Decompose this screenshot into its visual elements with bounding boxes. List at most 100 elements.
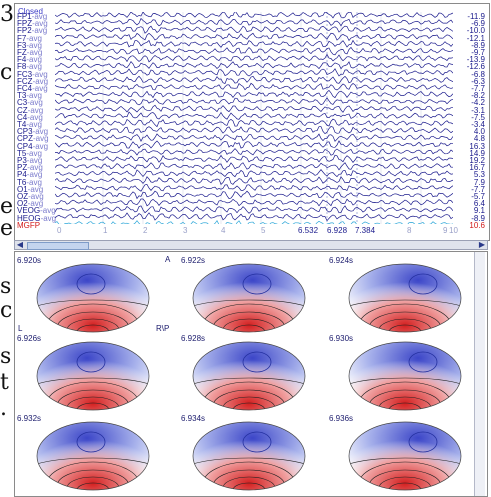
channel-label[interactable]: FP2-avg [17,27,47,35]
channel-name: PZ [17,163,28,173]
map-time-label: 6.928s [181,334,206,343]
channel-label[interactable]: F4-avg [17,56,42,64]
eeg-waveforms[interactable] [55,12,453,224]
time-marker[interactable]: 7.384 [355,226,376,235]
channel-name: CZ [17,105,28,115]
channel-label[interactable]: F3-avg [17,40,42,50]
channel-label[interactable]: CP4-avg [17,142,48,151]
channel-reference: -avg [27,105,44,115]
channel-name: FCZ [17,76,33,86]
channel-label[interactable]: FZ-avg [17,49,42,57]
channel-label[interactable]: P4-avg [17,171,42,179]
channel-reference: -avg [32,69,48,79]
channel-label[interactable]: T4-avg [17,121,42,129]
scalp-topomap[interactable] [33,340,153,412]
channel-label[interactable]: OZ-avg [17,193,44,201]
channel-trace [55,125,453,135]
scalp-topomap[interactable] [345,420,465,492]
channel-reference: -avg [40,213,57,223]
channel-label[interactable]: FC3-avg [17,69,48,79]
channel-name: VEOG [17,206,41,216]
channel-reference: -avg [27,163,43,173]
channel-reference: -avg [27,199,44,209]
channel-label[interactable]: T5-avg [17,149,42,158]
scroll-left-icon[interactable]: ◀ [16,240,24,249]
channel-reference: -avg [32,127,49,137]
channel-label[interactable]: HEOG-avg [17,213,57,223]
channel-label[interactable]: PZ-avg [17,164,43,172]
channel-name: O2 [17,199,28,209]
scalp-topomap[interactable] [189,420,309,492]
channel-trace [55,148,453,156]
channel-value: -12.1 [466,33,485,43]
time-marker[interactable]: 6.928 [327,226,348,235]
channel-label[interactable]: P3-avg [17,157,42,165]
channel-label[interactable]: VEOG-avg [17,207,56,215]
orientation-label: R\P [156,324,170,333]
horizontal-scrollbar[interactable]: ◀ ▶ [14,240,488,250]
vertical-scrollbar[interactable] [474,252,485,496]
channel-name: FP2 [17,26,32,36]
channel-trace [55,111,453,120]
channel-value: -5.7 [471,192,485,201]
scalp-topomap[interactable] [189,262,309,334]
channel-label[interactable]: T6-avg [17,178,42,187]
map-time-label: 6.930s [329,334,354,343]
topomap-panel: L R\P A 6.920s 6.922s 6.924s 6.926s 6.928s 6.… [14,251,488,497]
channel-reference: -avg [26,62,42,72]
channel-label[interactable]: C4-avg [17,113,43,122]
channel-label[interactable]: MGFP [17,220,41,230]
channel-value: -8.2 [471,91,485,101]
channel-label[interactable]: CP3-avg [17,128,48,136]
channel-value: 5.3 [473,170,485,180]
channel-label[interactable]: C3-avg [17,99,43,107]
channel-label[interactable]: T3-avg [17,92,42,100]
channel-trace [55,25,453,34]
left-label: L [18,324,23,333]
channel-label[interactable]: CZ-avg [17,105,44,115]
channel-trace [55,190,453,200]
channel-label[interactable]: CPZ-avg [17,135,49,143]
channel-reference: -avg [31,12,48,21]
map-time-label: 6.922s [181,256,206,265]
channel-trace [55,89,453,99]
channel-reference: -avg [26,170,43,180]
channel-name: T3 [17,91,27,101]
channel-label[interactable]: FC4-avg [17,85,48,93]
eeg-trace-panel[interactable]: Closed FP1-avg FPZ-avg FP2-avg F7-avg F3-avg… [14,3,490,241]
channel-name: FP1 [17,12,32,21]
scalp-topomap[interactable] [345,262,465,334]
channel-name: MGFP [17,220,41,230]
channel-reference: -avg [27,184,44,194]
time-marker[interactable]: 6.532 [298,226,319,235]
channel-reference: -avg [26,156,43,165]
channel-label[interactable]: FCZ-avg [17,76,48,86]
channel-name: F8 [17,62,27,72]
margin-glyph: 3 [0,2,14,27]
channel-reference: -avg [32,84,48,93]
scalp-topomap[interactable] [345,340,465,412]
channel-reference: -avg [26,40,42,50]
channel-label[interactable]: O1-avg [17,184,44,194]
channel-reference: -avg [26,33,42,43]
channel-label[interactable]: FP1-avg [17,13,47,21]
channel-reference: -avg [27,98,43,108]
page-left-margin: 3 c e e s c s t . [0,0,14,497]
channel-trace [55,104,453,113]
margin-glyph: e [0,216,14,241]
scalp-topomap[interactable] [33,420,153,492]
channel-trace [55,53,453,63]
channel-name: CPZ [17,134,33,144]
state-label: Closed [18,7,43,16]
scrollbar-thumb[interactable] [27,242,89,250]
channel-label[interactable]: F7-avg [17,33,42,43]
channel-reference: -avg [31,26,48,36]
scroll-right-icon[interactable]: ▶ [478,240,486,249]
scalp-topomap[interactable] [33,262,153,334]
channel-label[interactable]: O2-avg [17,200,43,208]
map-time-label: 6.934s [181,414,206,423]
channel-label[interactable]: F8-avg [17,63,42,71]
channel-label[interactable]: FPZ-avg [17,20,48,28]
scalp-topomap[interactable] [189,340,309,412]
time-tick-label: 1 [103,226,108,235]
